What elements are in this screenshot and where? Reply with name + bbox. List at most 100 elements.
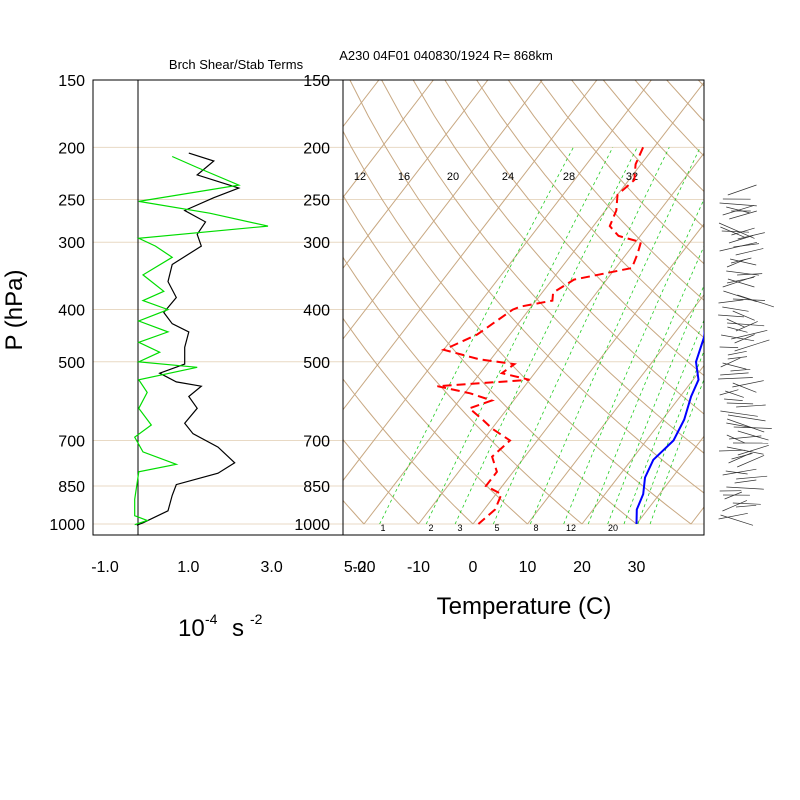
mixing-ratio-line bbox=[649, 378, 704, 525]
left-x-tick-labels: -1.0 1.0 3.0 5.0 bbox=[91, 559, 366, 576]
wind-barb bbox=[737, 444, 769, 456]
mixing-ratio-line bbox=[587, 245, 704, 525]
wind-barb bbox=[722, 468, 757, 476]
mixing-ratio-label-12: 12 bbox=[354, 171, 366, 183]
mixing-ratio-line bbox=[563, 198, 704, 525]
left-pressure-tick-700: 700 bbox=[58, 434, 85, 451]
units-base: 10 bbox=[178, 615, 205, 642]
y-axis-label: P (hPa) bbox=[1, 270, 28, 351]
wind-barb bbox=[718, 222, 755, 239]
mixing-ratio-line bbox=[607, 284, 704, 525]
wind-barb bbox=[720, 372, 749, 376]
wind-barb bbox=[724, 398, 743, 401]
dry-adiabat-line bbox=[444, 80, 704, 377]
wind-barb bbox=[719, 241, 758, 252]
right-panel-series bbox=[437, 146, 704, 525]
right-pressure-tick-250: 250 bbox=[303, 193, 330, 210]
wind-barb bbox=[735, 321, 758, 332]
wind-barb bbox=[734, 479, 757, 484]
wind-barb bbox=[719, 202, 757, 207]
dry-adiabat-line bbox=[343, 256, 583, 525]
right-x-tick-20: 20 bbox=[573, 559, 591, 576]
right-pressure-tick-700: 700 bbox=[303, 434, 330, 451]
mixing-ratio-line bbox=[623, 319, 704, 525]
units-exponent: -4 bbox=[205, 611, 218, 627]
mixing-ratio-line bbox=[379, 147, 574, 525]
wind-barb bbox=[726, 270, 760, 276]
right-x-tick-0: 0 bbox=[469, 559, 478, 576]
dry-adiabat-line bbox=[381, 80, 704, 454]
mixing-ratio-label-28: 28 bbox=[563, 171, 575, 183]
left-pressure-tick-200: 200 bbox=[58, 140, 85, 157]
mixing-ratio-label-16: 16 bbox=[398, 171, 410, 183]
mixing-ratio-low-label-2: 2 bbox=[428, 523, 433, 533]
wind-barb bbox=[733, 426, 772, 429]
wind-barb bbox=[732, 502, 761, 505]
mixing-ratio-low-label-20: 20 bbox=[608, 523, 618, 533]
wind-barb bbox=[730, 368, 751, 372]
wind-barb bbox=[726, 258, 746, 268]
wind-barb bbox=[727, 326, 748, 333]
right-x-tick-labels: -20 -10 0 10 20 30 bbox=[352, 559, 645, 576]
wind-barb bbox=[728, 452, 752, 464]
dry-adiabat-line bbox=[507, 80, 704, 302]
dry-adiabat-line bbox=[539, 80, 704, 265]
left-x-tick-5.0: 5.0 bbox=[344, 559, 366, 576]
dry-adiabat-line bbox=[476, 80, 704, 339]
wind-barb bbox=[726, 422, 755, 429]
left-pressure-tick-1000: 1000 bbox=[49, 517, 85, 534]
right-x-tick--10: -10 bbox=[407, 559, 430, 576]
dewpoint-profile-line bbox=[437, 146, 645, 525]
isotherm-line bbox=[343, 80, 598, 411]
wind-barb bbox=[726, 402, 754, 405]
left-pressure-tick-400: 400 bbox=[58, 303, 85, 320]
wind-barb bbox=[719, 346, 739, 348]
wind-barb bbox=[718, 314, 745, 318]
left-x-tick-1.0: 1.0 bbox=[177, 559, 199, 576]
wind-barb bbox=[727, 356, 748, 360]
wind-barb bbox=[720, 226, 747, 239]
stability-line bbox=[133, 155, 269, 526]
wind-barb bbox=[734, 334, 755, 344]
wind-barb bbox=[726, 434, 745, 444]
x-axis-label-temperature: Temperature (C) bbox=[437, 593, 612, 620]
wind-barb bbox=[728, 235, 754, 244]
wind-barb bbox=[722, 275, 756, 288]
left-pressure-tick-500: 500 bbox=[58, 355, 85, 372]
wind-barb bbox=[732, 298, 766, 301]
wind-barb bbox=[726, 318, 746, 328]
isotherm-line bbox=[527, 293, 704, 525]
isotherm-line bbox=[581, 364, 704, 525]
dry-adiabat-line bbox=[793, 80, 800, 524]
isotherm-line bbox=[0, 80, 215, 524]
left-x-tick-3.0: 3.0 bbox=[261, 559, 283, 576]
wind-barb bbox=[735, 504, 757, 508]
dry-adiabat-line bbox=[666, 80, 704, 122]
right-x-tick-10: 10 bbox=[519, 559, 537, 576]
wind-barb bbox=[718, 299, 744, 304]
left-pressure-tick-250: 250 bbox=[58, 193, 85, 210]
right-x-tick-30: 30 bbox=[628, 559, 646, 576]
dry-adiabat-line bbox=[349, 80, 704, 494]
isotherm-line bbox=[746, 80, 800, 524]
wind-barb bbox=[729, 435, 762, 440]
wind-barb bbox=[734, 339, 770, 352]
wind-barb bbox=[736, 475, 768, 480]
wind-barb bbox=[729, 210, 757, 220]
wind-barb bbox=[727, 322, 765, 327]
wind-barb bbox=[733, 243, 760, 248]
mixing-ratio-line bbox=[637, 350, 704, 525]
isotherm-line bbox=[472, 223, 704, 525]
isotherm-line bbox=[418, 152, 704, 525]
dry-adiabat-line bbox=[412, 80, 704, 415]
wind-barb bbox=[726, 486, 764, 490]
wind-barbs bbox=[718, 184, 775, 526]
right-pressure-tick-400: 400 bbox=[303, 303, 330, 320]
wind-barb bbox=[727, 278, 755, 288]
mixing-ratio-label-20: 20 bbox=[447, 171, 459, 183]
wind-barb bbox=[727, 418, 765, 433]
wind-barb bbox=[737, 430, 769, 441]
right-panel-title: A230 04F01 040830/1924 R= 868km bbox=[339, 48, 553, 63]
wind-barb bbox=[732, 380, 764, 388]
